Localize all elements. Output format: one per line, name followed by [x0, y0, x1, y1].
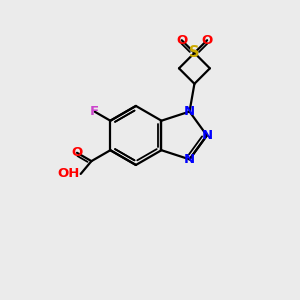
Text: F: F	[90, 105, 99, 118]
Text: O: O	[202, 34, 213, 47]
Text: O: O	[176, 34, 187, 47]
Text: N: N	[184, 105, 195, 118]
Text: N: N	[201, 129, 212, 142]
Text: S: S	[189, 45, 200, 60]
Text: O: O	[71, 146, 82, 159]
Text: N: N	[184, 153, 195, 166]
Text: OH: OH	[57, 167, 80, 180]
